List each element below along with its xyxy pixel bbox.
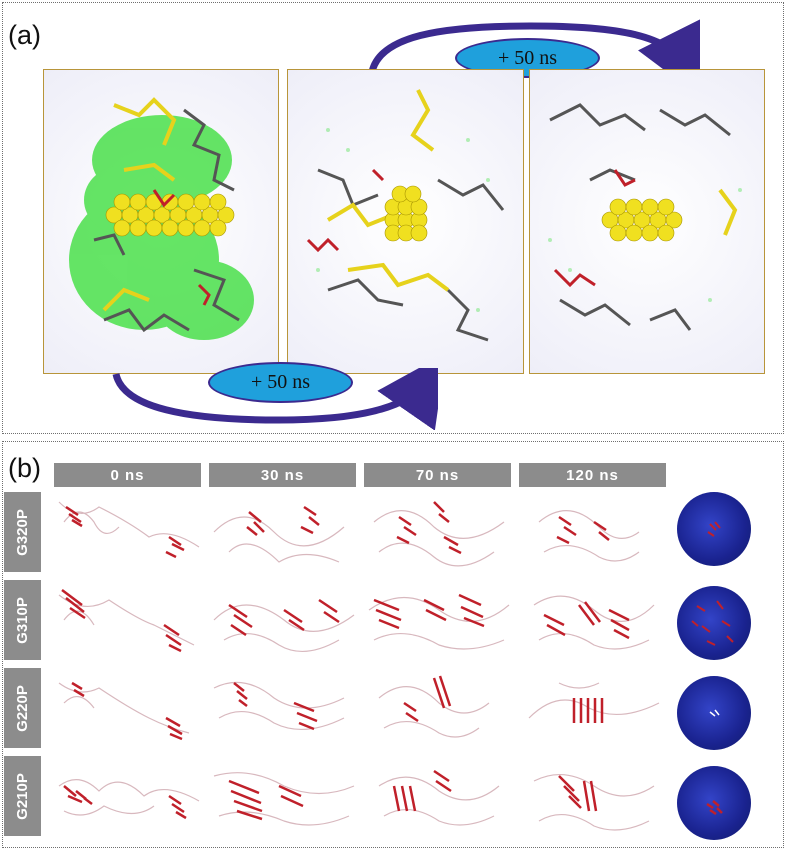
g310p-final-sphere	[677, 586, 751, 660]
bottom-arrow-icon	[112, 368, 438, 430]
snapshot-0ns-render	[69, 97, 254, 340]
g210p-120ns-snapshot	[519, 756, 669, 836]
g310p-0ns-snapshot	[54, 580, 204, 660]
bottom-time-label: + 50 ns	[250, 371, 311, 393]
panel-a	[2, 2, 784, 434]
snapshot-0ns	[43, 69, 279, 374]
g210p-final-sphere	[677, 766, 751, 840]
g210p-0ns-snapshot	[54, 756, 204, 836]
g220p-0ns-snapshot	[54, 668, 204, 748]
g220p-final-sphere	[677, 676, 751, 750]
g310p-30ns-snapshot	[209, 580, 359, 660]
g320p-30ns-snapshot	[209, 492, 359, 572]
snapshot-100ns-render	[548, 103, 742, 331]
g210p-70ns-snapshot	[364, 756, 514, 836]
row-label-g220p: G220P	[4, 668, 41, 748]
time-header-120: 120 ns	[519, 463, 666, 487]
g210p-30ns-snapshot	[209, 756, 359, 836]
g220p-70ns-snapshot	[364, 668, 514, 748]
time-header-30: 30 ns	[209, 463, 356, 487]
g320p-120ns-snapshot	[519, 492, 669, 572]
row-label-g310p: G310P	[4, 580, 41, 660]
g310p-70ns-snapshot	[364, 580, 514, 660]
panel-a-label: (a)	[8, 20, 41, 50]
g320p-70ns-snapshot	[364, 492, 514, 572]
g220p-120ns-snapshot	[519, 668, 669, 748]
panel-b	[2, 441, 784, 848]
g320p-0ns-snapshot	[54, 492, 204, 572]
top-time-label: + 50 ns	[497, 46, 558, 69]
row-label-g320p: G320P	[4, 492, 41, 572]
snapshot-50ns	[287, 69, 524, 374]
snapshot-100ns	[529, 69, 765, 374]
time-header-0: 0 ns	[54, 463, 201, 487]
snapshot-50ns-render	[306, 89, 505, 342]
row-label-g210p: G210P	[4, 756, 41, 836]
panel-b-label: (b)	[8, 453, 41, 483]
top-arrow-icon	[368, 19, 700, 76]
g320p-final-sphere	[677, 492, 751, 566]
bottom-time-ellipse: + 50 ns	[208, 362, 353, 403]
g310p-120ns-snapshot	[519, 580, 669, 660]
time-header-70: 70 ns	[364, 463, 511, 487]
g220p-30ns-snapshot	[209, 668, 359, 748]
